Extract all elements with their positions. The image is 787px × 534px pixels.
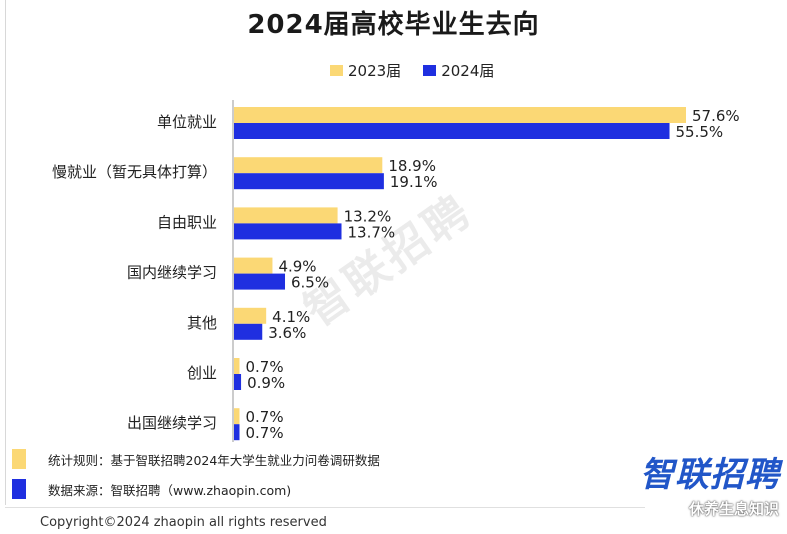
bar-2023 <box>234 358 240 374</box>
category-label: 出国继续学习 <box>127 414 217 432</box>
note-rule-text: 统计规则：基于智联招聘2024年大学生就业力问卷调研数据 <box>48 452 380 468</box>
data-label-2023: 18.9% <box>388 157 436 175</box>
note-swatch-blue <box>12 479 26 499</box>
bar-2023 <box>234 107 686 123</box>
legend-item-2023: 2023届 <box>330 60 401 81</box>
bar-2024 <box>234 223 342 240</box>
data-label-2024: 0.7% <box>245 424 283 442</box>
data-label-2023: 0.7% <box>245 358 283 376</box>
category-label: 自由职业 <box>157 213 217 231</box>
category-label: 国内继续学习 <box>127 264 217 282</box>
legend-swatch-2023 <box>330 65 343 76</box>
bar-2024 <box>234 273 286 290</box>
note-source-text: 数据来源：智联招聘（www.zhaopin.com) <box>48 482 292 498</box>
legend-item-2024: 2024届 <box>423 60 494 81</box>
left-border <box>5 0 6 505</box>
bar-2023 <box>234 257 273 274</box>
category-label: 单位就业 <box>157 113 217 131</box>
footnotes: 统计规则：基于智联招聘2024年大学生就业力问卷调研数据 数据来源：智联招聘（w… <box>12 447 380 507</box>
bar-2024 <box>234 374 242 390</box>
data-label-2023: 13.2% <box>344 207 392 225</box>
bar-chart: 单位就业 57.6%55.5% 慢就业（暂无具体打算） 18.9%19.1% 自由职业 1… <box>52 100 740 442</box>
note-swatch-yellow <box>12 449 26 469</box>
legend-label-2024: 2024届 <box>441 62 495 80</box>
data-label-2024: 19.1% <box>390 173 438 191</box>
data-label-2024: 55.5% <box>676 123 724 141</box>
brand-logo: 智联招聘 <box>640 455 780 495</box>
category-label: 其他 <box>187 314 217 332</box>
bar-2023 <box>234 207 338 224</box>
data-label-2024: 3.6% <box>268 324 306 342</box>
note-rule: 统计规则：基于智联招聘2024年大学生就业力问卷调研数据 <box>12 447 380 471</box>
chart-title: 2024届高校毕业生去向 <box>247 10 540 40</box>
footer-divider <box>5 507 645 508</box>
note-source: 数据来源：智联招聘（www.zhaopin.com) <box>12 477 380 501</box>
data-label-2023: 57.6% <box>692 107 740 125</box>
data-label-2023: 4.9% <box>278 258 316 276</box>
bar-2023 <box>234 307 267 324</box>
bar-2023 <box>234 157 383 174</box>
category-label: 创业 <box>187 364 217 382</box>
corner-watermark: 休养生息知识 <box>688 500 779 518</box>
data-label-2024: 6.5% <box>291 274 329 292</box>
data-label-2023: 4.1% <box>272 308 310 326</box>
data-label-2023: 0.7% <box>245 408 283 426</box>
legend-swatch-2024 <box>423 65 437 76</box>
data-label-2024: 13.7% <box>348 223 396 241</box>
category-label: 慢就业（暂无具体打算） <box>52 163 217 181</box>
legend: 2023届 2024届 <box>330 60 516 81</box>
bar-2023 <box>234 408 240 425</box>
bar-2024 <box>234 323 263 340</box>
bar-2024 <box>234 173 384 190</box>
bar-2024 <box>234 123 670 139</box>
bar-2024 <box>234 424 240 441</box>
data-label-2024: 0.9% <box>247 374 285 392</box>
legend-label-2023: 2023届 <box>348 62 402 80</box>
copyright: Copyright©2024 zhaopin all rights reserv… <box>40 515 327 530</box>
